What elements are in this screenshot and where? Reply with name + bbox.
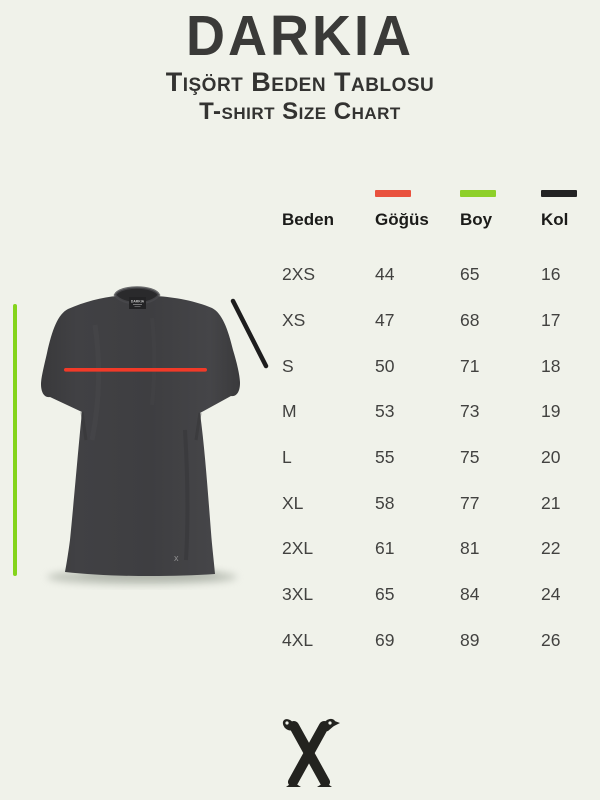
shirt-collar <box>115 287 159 304</box>
tshirt-illustration: DARKIA x <box>41 286 269 585</box>
size-cell: XL <box>282 492 304 513</box>
length-measure-line <box>13 304 17 576</box>
chest-cell: 50 <box>375 355 395 376</box>
sleeve-cell: 26 <box>541 629 561 650</box>
col-header-length: Boy <box>460 210 493 229</box>
size-cell: S <box>282 355 294 376</box>
table-header-row: Beden Göğüs Boy Kol <box>282 210 592 230</box>
subtitle-english: T-shirt Size Chart <box>199 97 401 125</box>
neck-label-text: DARKIA <box>131 300 145 304</box>
tshirt-photo: DARKIA x <box>0 280 280 590</box>
table-row: L 55 75 20 <box>282 435 592 481</box>
neck-label: DARKIA <box>129 297 146 309</box>
size-cell: 2XS <box>282 264 316 285</box>
length-cell: 84 <box>460 584 480 605</box>
chest-cell: 44 <box>375 264 395 285</box>
sleeve-cell: 16 <box>541 264 561 285</box>
length-cell: 81 <box>460 538 480 559</box>
brand-logo-text: DARKIA <box>186 4 414 68</box>
sleeve-cell: 20 <box>541 447 561 468</box>
sleeve-cell: 17 <box>541 310 561 331</box>
table-row: 2XS 44 65 16 <box>282 252 592 298</box>
chest-cell: 47 <box>375 310 395 331</box>
table-row: 2XL 61 81 22 <box>282 526 592 572</box>
subtitle-turkish: Tişört Beden Tablosu <box>165 66 435 97</box>
chest-cell: 53 <box>375 401 395 422</box>
length-cell: 75 <box>460 447 480 468</box>
size-cell: 3XL <box>282 584 314 605</box>
chest-cell: 55 <box>375 447 395 468</box>
col-header-sleeve: Kol <box>541 210 569 229</box>
length-cell: 73 <box>460 401 480 422</box>
darkia-x-logo-icon <box>282 718 340 787</box>
size-cell: 4XL <box>282 629 314 650</box>
size-cell: XS <box>282 310 306 331</box>
table-row: 4XL 69 89 26 <box>282 618 592 664</box>
col-header-chest: Göğüs <box>375 210 429 229</box>
table-row: XS 47 68 17 <box>282 298 592 344</box>
chest-cell: 61 <box>375 538 395 559</box>
shirt-body <box>41 296 240 577</box>
length-cell: 77 <box>460 492 480 513</box>
chest-measure-line <box>64 368 207 372</box>
length-cell: 89 <box>460 629 480 650</box>
sleeve-cell: 24 <box>541 584 561 605</box>
hem-logo-text: x <box>174 553 179 563</box>
swatch-row <box>282 190 592 197</box>
sleeve-color-swatch <box>541 190 577 197</box>
chest-color-swatch <box>375 190 411 197</box>
sleeve-cell: 21 <box>541 492 561 513</box>
sleeve-cell: 18 <box>541 355 561 376</box>
length-cell: 68 <box>460 310 480 331</box>
table-row: S 50 71 18 <box>282 343 592 389</box>
size-table: Beden Göğüs Boy Kol 2XS 44 65 16 XS 47 6… <box>282 190 592 663</box>
sleeve-cell: 19 <box>541 401 561 422</box>
size-cell: M <box>282 401 297 422</box>
table-body: 2XS 44 65 16 XS 47 68 17 S 50 71 18 M 53… <box>282 252 592 663</box>
table-row: M 53 73 19 <box>282 389 592 435</box>
chest-cell: 65 <box>375 584 395 605</box>
table-row: 3XL 65 84 24 <box>282 572 592 618</box>
size-cell: L <box>282 447 292 468</box>
length-cell: 65 <box>460 264 480 285</box>
sleeve-measure-line <box>230 298 269 369</box>
chest-cell: 69 <box>375 629 395 650</box>
table-row: XL 58 77 21 <box>282 480 592 526</box>
size-cell: 2XL <box>282 538 314 559</box>
col-header-size: Beden <box>282 210 334 229</box>
sleeve-cell: 22 <box>541 538 561 559</box>
chest-cell: 58 <box>375 492 395 513</box>
header: DARKIA Tişört Beden Tablosu T-shirt Size… <box>0 4 600 125</box>
length-cell: 71 <box>460 355 480 376</box>
length-color-swatch <box>460 190 496 197</box>
